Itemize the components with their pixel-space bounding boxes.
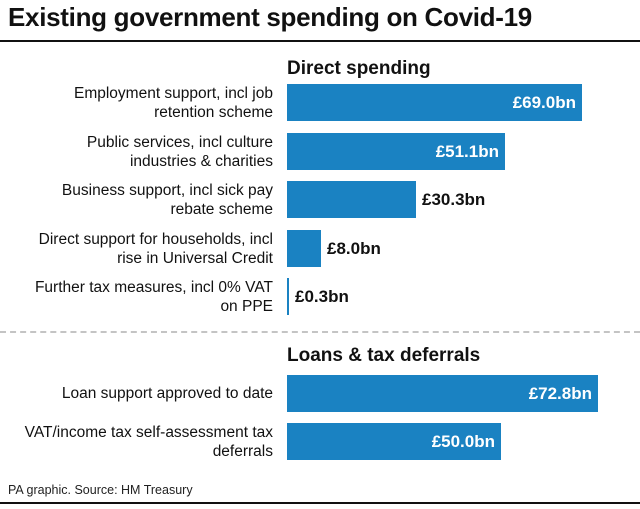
bar xyxy=(287,423,501,460)
category-label: Further tax measures, incl 0% VAT on PPE xyxy=(34,278,273,315)
title-rule xyxy=(0,40,640,42)
section-title-loans-deferrals: Loans & tax deferrals xyxy=(287,345,481,366)
value-label: £51.1bn xyxy=(435,142,499,161)
bar xyxy=(287,181,416,218)
category-label: VAT/income tax self-assessment tax defer… xyxy=(24,423,273,460)
bar xyxy=(287,230,321,267)
category-label: Direct support for households, incl rise… xyxy=(38,230,273,267)
category-label: Employment support, incl job retention s… xyxy=(73,84,273,121)
category-label: Public services, incl culture industries… xyxy=(86,133,273,170)
bar xyxy=(287,133,505,170)
chart-title: Existing government spending on Covid-19 xyxy=(8,2,532,32)
value-label: £72.8bn xyxy=(528,384,592,403)
source-note: PA graphic. Source: HM Treasury xyxy=(8,483,193,497)
section-title-direct-spending: Direct spending xyxy=(287,58,431,79)
bar xyxy=(287,278,289,315)
value-label: £8.0bn xyxy=(327,239,381,258)
value-label: £0.3bn xyxy=(295,287,349,306)
section-divider xyxy=(0,331,640,333)
value-label: £30.3bn xyxy=(422,190,486,209)
bar xyxy=(287,375,598,412)
bottom-rule xyxy=(0,502,640,504)
bar xyxy=(287,84,582,121)
category-label: Loan support approved to date xyxy=(61,385,273,402)
value-label: £69.0bn xyxy=(512,93,576,112)
value-label: £50.0bn xyxy=(431,432,495,451)
category-label: Business support, incl sick pay rebate s… xyxy=(61,181,273,218)
